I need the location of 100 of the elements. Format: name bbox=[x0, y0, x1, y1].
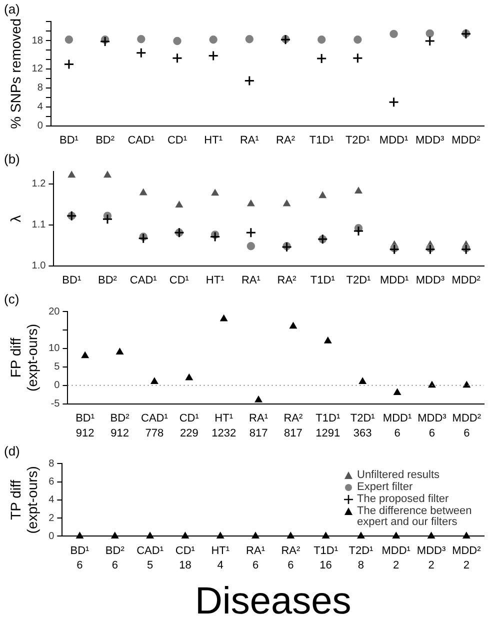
text: 6 bbox=[288, 560, 294, 572]
text: 817 bbox=[249, 427, 268, 440]
text: 6 bbox=[394, 427, 400, 440]
y-tick-label: 4 bbox=[37, 102, 44, 113]
x-tick-label: RA² bbox=[277, 274, 297, 286]
x-tick-label: BD¹ bbox=[76, 412, 95, 424]
text: 5 bbox=[146, 560, 154, 572]
text: 6 bbox=[112, 560, 118, 572]
x-tick-label: MDD² bbox=[452, 544, 482, 557]
x-tick-label: RA¹ bbox=[249, 412, 268, 424]
chart-title: (d) bbox=[4, 443, 20, 458]
x-tick-label: CAD¹ bbox=[130, 274, 158, 286]
x-tick-label: T2D¹ bbox=[348, 544, 374, 557]
x-tick-label: T2D¹ bbox=[345, 134, 370, 146]
text: 16 bbox=[320, 560, 332, 572]
legend-label: Expert filter bbox=[357, 481, 413, 494]
y-tick-label: 5 bbox=[54, 362, 60, 373]
y-tick-label: 6 bbox=[48, 476, 55, 488]
x-tick-label: T1D¹ bbox=[310, 274, 336, 286]
x-tick-label: CD¹ bbox=[175, 544, 196, 557]
y-axis-title: % SNPs removed bbox=[7, 18, 24, 129]
x-tick-label: T2D¹ bbox=[346, 274, 372, 286]
text: 6 bbox=[76, 560, 83, 572]
chart-title: (a) bbox=[4, 1, 20, 16]
y-axis-title: FP diff (expt-ours) bbox=[7, 324, 40, 392]
y-tick-label: 10 bbox=[48, 343, 60, 354]
x-tick-label: RA¹ bbox=[246, 544, 266, 557]
x-tick-label: MDD³ bbox=[416, 134, 445, 146]
x-tick-label: RA¹ bbox=[240, 134, 260, 146]
x-tick-label: RA² bbox=[281, 544, 300, 557]
x-tick-label: MDD² bbox=[452, 412, 482, 424]
text: 6 bbox=[428, 427, 436, 440]
x-tick-label: RA¹ bbox=[241, 274, 261, 286]
x-tick-label: BD¹ bbox=[62, 274, 82, 286]
x-tick-label: MDD¹ bbox=[379, 134, 408, 146]
chart-title: (b) bbox=[4, 151, 20, 166]
text: 18 bbox=[179, 560, 192, 572]
y-tick-label: 2 bbox=[48, 512, 55, 524]
legend-label: The proposed filter bbox=[357, 493, 449, 506]
x-tick-label: HT¹ bbox=[204, 134, 223, 146]
text: 363 bbox=[353, 427, 372, 440]
x-tick-label: CAD¹ bbox=[128, 134, 155, 146]
text: 1291 bbox=[316, 427, 340, 440]
text: 1232 bbox=[212, 427, 236, 440]
x-tick-label: HT¹ bbox=[206, 274, 225, 286]
x-tick-label: BD² bbox=[96, 134, 115, 146]
x-tick-label: HT¹ bbox=[211, 544, 230, 557]
y-axis-title: TP diff (expt-ours) bbox=[7, 466, 40, 534]
x-tick-label: BD¹ bbox=[70, 544, 90, 557]
x-axis-title: Diseases bbox=[194, 580, 352, 623]
series-label: The difference between expert and our filters bbox=[357, 505, 473, 528]
x-tick-label: T1D¹ bbox=[309, 134, 334, 146]
x-tick-label: MDD³ bbox=[416, 544, 446, 557]
y-tick-label: 12 bbox=[32, 64, 44, 75]
x-tick-label: T1D¹ bbox=[316, 412, 340, 424]
x-tick-label: CAD¹ bbox=[141, 412, 168, 424]
y-tick-label: -5 bbox=[50, 398, 60, 410]
x-tick-label: HT¹ bbox=[214, 412, 234, 424]
text: 912 bbox=[76, 427, 94, 440]
y-tick-label: 0 bbox=[37, 120, 44, 132]
y-tick-label: 8 bbox=[48, 458, 55, 470]
x-tick-label: T2D¹ bbox=[350, 412, 376, 424]
y-tick-label: 0 bbox=[48, 530, 55, 542]
text: 4 bbox=[217, 560, 224, 572]
y-tick-label: 4 bbox=[48, 494, 55, 506]
x-tick-label: MDD³ bbox=[416, 274, 445, 286]
x-tick-label: MDD³ bbox=[418, 412, 447, 424]
text: 229 bbox=[180, 427, 198, 440]
x-tick-label: CD¹ bbox=[167, 134, 188, 146]
x-tick-label: RA² bbox=[276, 134, 296, 146]
chart-title: (c) bbox=[4, 291, 20, 306]
text: 912 bbox=[110, 427, 129, 440]
x-tick-label: MDD¹ bbox=[380, 274, 410, 286]
y-tick-label: 1.2 bbox=[32, 178, 46, 190]
text: 8 bbox=[358, 560, 364, 572]
text: 6 bbox=[464, 427, 470, 440]
x-tick-label: CAD¹ bbox=[136, 544, 164, 557]
y-tick-label: 1.1 bbox=[32, 220, 46, 231]
y-tick-label: 1.0 bbox=[32, 260, 46, 272]
x-tick-label: T1D¹ bbox=[314, 544, 338, 557]
text: 6 bbox=[252, 560, 259, 572]
x-tick-label: MDD² bbox=[452, 134, 481, 146]
y-tick-label: 20 bbox=[48, 306, 60, 318]
y-tick-label: 18 bbox=[32, 35, 44, 46]
text: 2 bbox=[463, 560, 470, 572]
legend-label: Unfiltered results bbox=[357, 469, 440, 482]
text: 2 bbox=[428, 560, 434, 572]
x-tick-label: BD² bbox=[98, 274, 118, 286]
y-tick-label: 8 bbox=[37, 82, 44, 94]
text: 817 bbox=[284, 427, 302, 440]
x-tick-label: MDD² bbox=[452, 274, 481, 286]
x-tick-label: BD² bbox=[110, 412, 130, 424]
y-axis-title: λ bbox=[7, 215, 24, 222]
x-tick-label: MDD¹ bbox=[382, 544, 411, 557]
y-tick-label: 0 bbox=[54, 380, 60, 392]
x-tick-label: CD¹ bbox=[179, 412, 200, 424]
text: 2 bbox=[393, 560, 400, 572]
x-tick-label: RA² bbox=[284, 412, 304, 424]
text: 778 bbox=[145, 427, 164, 440]
x-tick-label: MDD¹ bbox=[382, 412, 412, 424]
